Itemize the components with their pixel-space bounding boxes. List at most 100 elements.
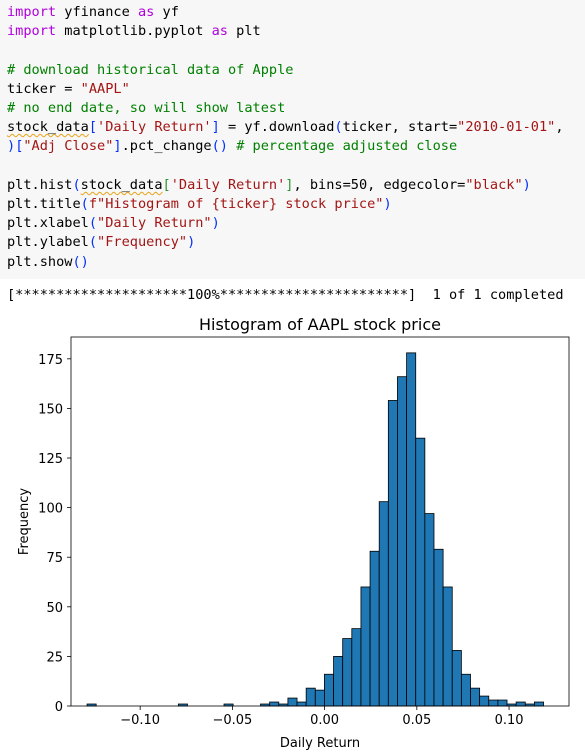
histogram-bar <box>333 656 344 707</box>
histogram-bar <box>342 638 353 707</box>
code-line: )["Adj Close"].pct_change() # percentage… <box>7 137 457 156</box>
x-tick-label: −0.05 <box>212 713 252 728</box>
code-token: plt.xlabel <box>7 215 89 232</box>
y-tick-label: 75 <box>46 551 63 566</box>
y-tick-label: 50 <box>46 601 63 616</box>
code-token: "Adj Close" <box>23 138 114 155</box>
histogram-bar <box>488 699 499 707</box>
histogram-bar <box>415 437 426 707</box>
histogram-bar <box>460 673 471 707</box>
histogram-bar <box>479 695 490 707</box>
code-token: [ <box>162 176 171 193</box>
code-token: ] <box>211 119 220 136</box>
y-tick-label: 25 <box>46 650 63 665</box>
code-token: 'Daily Return' <box>170 176 286 193</box>
y-tick-label: 175 <box>38 353 63 368</box>
code-token: ) <box>187 234 196 251</box>
histogram-bar <box>442 586 453 707</box>
code-token: 'Daily Return' <box>97 119 212 136</box>
histogram-bar <box>378 501 389 707</box>
histogram-bar <box>534 701 544 707</box>
histogram-bar <box>305 687 316 707</box>
histogram-bar <box>287 697 298 707</box>
code-token: ticker, start= <box>342 119 458 136</box>
code-token: "black" <box>465 176 523 193</box>
histogram-bar <box>314 689 325 707</box>
code-token: "AAPL" <box>80 80 130 97</box>
code-line: import matplotlib.pyplot as plt <box>7 22 261 41</box>
histogram-bar <box>296 701 307 707</box>
code-line: plt.show() <box>7 253 89 272</box>
code-token: "Daily Return" <box>97 215 212 232</box>
code-token: .pct_change <box>121 138 212 155</box>
x-tick-label: 0.00 <box>310 713 339 728</box>
code-token: = yf.download <box>219 119 335 136</box>
code-token: ( <box>80 196 89 212</box>
code-token <box>228 138 236 154</box>
code-line: plt.xlabel("Daily Return") <box>7 214 220 233</box>
code-token: plt.hist <box>7 176 73 193</box>
code-token: ) <box>522 176 531 193</box>
code-token: yfinance <box>56 4 138 20</box>
code-token: ) <box>7 138 16 155</box>
code-token: plt <box>227 23 261 40</box>
code-token: , bins=50, edgecolor= <box>293 176 466 193</box>
code-line: # no end date, so will show latest <box>7 99 285 118</box>
code-token: ( <box>334 119 343 136</box>
x-tick-label: 0.10 <box>495 713 524 728</box>
chart-title: Histogram of AAPL stock price <box>199 315 441 334</box>
code-token: import <box>7 23 57 40</box>
code-token: yf <box>154 4 179 20</box>
code-token: # download historical data of Apple <box>7 61 294 78</box>
code-token: plt.ylabel <box>7 234 89 251</box>
axes-frame <box>70 336 570 707</box>
code-cell[interactable]: import yfinance as yf import matplotlib.p… <box>0 0 585 279</box>
histogram-bar <box>324 673 334 707</box>
code-token: # percentage adjusted close <box>236 138 458 155</box>
code-token: ( <box>88 234 98 251</box>
code-token: # no end date, so will show latest <box>7 100 286 116</box>
code-token: as <box>137 4 155 20</box>
x-tick-label: 0.05 <box>402 713 431 728</box>
code-token: ] <box>285 176 294 193</box>
code-token: ( <box>72 176 81 193</box>
download-progress-text: [*********************100%**************… <box>7 287 564 303</box>
code-line: plt.ylabel("Frequency") <box>7 233 195 252</box>
code-token: import <box>7 4 57 20</box>
histogram-bar <box>397 376 407 707</box>
histogram-bar <box>515 701 526 707</box>
code-token: , <box>555 119 564 136</box>
code-token: ticker = <box>7 80 81 97</box>
code-token: stock_data <box>7 119 89 136</box>
y-tick-label: 125 <box>38 452 63 467</box>
code-token: ) <box>211 215 220 232</box>
x-axis-label: Daily Return <box>280 736 360 751</box>
histogram-bar <box>451 650 462 707</box>
code-token: [ <box>88 119 98 136</box>
code-line: # download historical data of Apple <box>7 61 293 80</box>
code-token: [ <box>15 138 24 155</box>
histogram-bar <box>433 548 444 707</box>
code-token: matplotlib.pyplot <box>56 23 212 40</box>
code-token: f"Histogram of {ticker} stock price" <box>88 196 384 212</box>
code-token: plt.title <box>7 196 81 212</box>
histogram-bar <box>360 586 371 707</box>
histogram-bar <box>470 687 481 707</box>
code-token: ) <box>383 196 392 212</box>
code-token: ( <box>88 215 98 232</box>
x-tick-label: −0.10 <box>120 713 160 728</box>
y-tick-label: 100 <box>38 502 63 517</box>
y-tick-label: 150 <box>38 402 63 417</box>
code-line: plt.title(f"Histogram of {ticker} stock … <box>7 195 392 214</box>
code-token: plt.show <box>7 253 73 270</box>
code-line: ticker = "AAPL" <box>7 80 130 99</box>
code-line: plt.hist(stock_data['Daily Return'], bin… <box>7 176 531 195</box>
histogram-bar <box>269 701 280 707</box>
code-token: "Frequency" <box>97 234 188 251</box>
code-token: "2010-01-01" <box>457 119 556 136</box>
histogram-bar <box>387 400 398 707</box>
code-line: import yfinance as yf <box>7 3 179 22</box>
code-token: as <box>211 23 228 40</box>
histogram-chart: −0.10 −0.05 0.00 0.05 0.10 0 25 50 75 100 125 150 17… <box>17 315 570 751</box>
code-token: stock_data <box>80 176 163 193</box>
